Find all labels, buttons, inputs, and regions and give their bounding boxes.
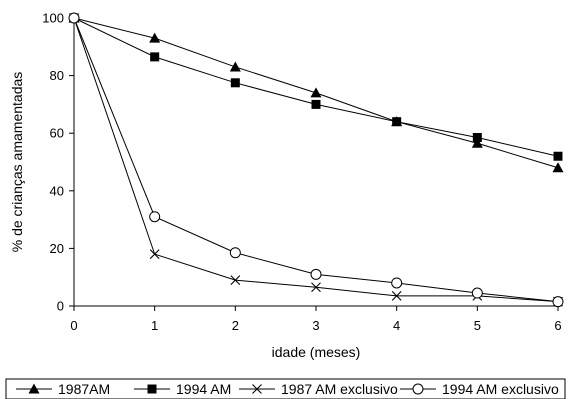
data-point: [149, 249, 160, 260]
y-axis-title: % de crianças amamentadas: [9, 72, 25, 253]
data-point: [150, 52, 160, 62]
data-point: [229, 247, 241, 259]
data-point: [230, 275, 241, 285]
legend-marker: [412, 383, 424, 395]
data-point: [311, 99, 321, 109]
y-tick-label: 80: [50, 68, 64, 83]
legend-box: [5, 378, 566, 399]
y-tick-label: 0: [57, 299, 64, 314]
data-point: [552, 296, 564, 308]
data-point: [149, 211, 161, 223]
legend-label: 1987AM: [58, 381, 110, 397]
series-1: [68, 12, 564, 173]
data-point: [552, 162, 564, 173]
series-3: [69, 13, 563, 307]
y-tick-label: 40: [50, 183, 64, 198]
legend-label: 1987 AM exclusivo: [281, 381, 398, 397]
x-tick-label: 0: [70, 318, 77, 333]
series-4: [68, 12, 564, 308]
y-tick-label: 20: [50, 241, 64, 256]
legend-label: 1994 AM exclusivo: [442, 381, 559, 397]
legend-entry: 1994 AM exclusivo: [400, 381, 559, 397]
legend-entry: 1987 AM exclusivo: [239, 381, 398, 397]
data-point: [68, 12, 80, 24]
x-tick-label: 2: [232, 318, 239, 333]
data-point: [391, 291, 402, 301]
data-point: [311, 282, 321, 293]
legend-marker: [147, 384, 157, 394]
data-point: [392, 117, 402, 127]
legend-marker: [252, 384, 262, 394]
legend: 1987AM 1994 AM 1987 AM exclusivo 1994 AM ex…: [5, 378, 566, 399]
data-point: [230, 78, 240, 88]
x-tick-label: 4: [393, 318, 400, 333]
axis-ticks: 0 20 40 60 80 100 0 1 2 3 4 5 6: [42, 11, 561, 334]
x-axis: idade (meses): [74, 305, 558, 360]
x-tick-label: 1: [151, 318, 158, 333]
data-point: [310, 268, 322, 280]
series-line: [73, 17, 559, 303]
x-tick-label: 3: [312, 318, 319, 333]
legend-entry: 1987AM: [16, 381, 110, 397]
data-point: [229, 61, 241, 72]
y-axis: % de crianças amamentadas: [9, 18, 75, 306]
data-point: [471, 287, 483, 299]
x-tick-label: 5: [474, 318, 481, 333]
x-tick-label: 6: [554, 318, 561, 333]
data-point: [149, 32, 161, 43]
y-tick-label: 100: [42, 11, 64, 26]
data-point: [553, 151, 563, 161]
legend-label: 1994 AM: [176, 381, 231, 397]
data-point: [472, 133, 482, 143]
data-point: [310, 87, 322, 98]
plot-area: [68, 12, 564, 308]
x-axis-title: idade (meses): [272, 344, 361, 360]
data-point: [471, 137, 483, 148]
legend-marker: [28, 383, 40, 394]
legend-entry: 1994 AM: [134, 381, 231, 397]
data-point: [391, 277, 403, 289]
y-tick-label: 60: [50, 126, 64, 141]
series-line: [73, 17, 559, 303]
series-line: [73, 17, 559, 157]
